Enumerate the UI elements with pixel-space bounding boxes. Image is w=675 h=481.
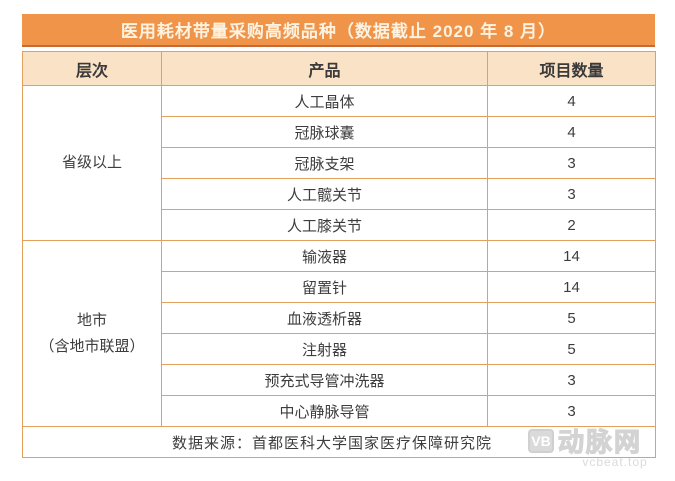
product-cell: 冠脉球囊	[161, 116, 488, 148]
product-cell: 中心静脉导管	[161, 395, 488, 427]
col-header-product: 产品	[161, 51, 488, 86]
count-cell: 3	[487, 364, 656, 396]
table-row: 注射器 5	[23, 333, 656, 365]
table-row: 血液透析器 5	[23, 302, 656, 334]
count-cell: 2	[487, 209, 656, 241]
col-header-level: 层次	[22, 51, 162, 86]
product-cell: 人工髋关节	[161, 178, 488, 210]
table-row: 人工膝关节 2	[23, 209, 656, 241]
product-cell: 人工膝关节	[161, 209, 488, 241]
footer-source: 数据来源：首都医科大学国家医疗保障研究院	[22, 426, 656, 458]
page-title: 医用耗材带量采购高频品种（数据截止 2020 年 8 月）	[22, 14, 655, 47]
title-header-gap	[22, 47, 655, 51]
count-cell: 4	[487, 85, 656, 117]
header-row: 层次 产品 项目数量	[22, 51, 656, 86]
page-title-text: 医用耗材带量采购高频品种（数据截止 2020 年 8 月）	[120, 22, 557, 41]
product-cell: 注射器	[161, 333, 488, 365]
count-cell: 4	[487, 116, 656, 148]
count-cell: 3	[487, 395, 656, 427]
product-cell: 血液透析器	[161, 302, 488, 334]
table-row: 省级以上 人工晶体 4	[22, 85, 656, 241]
table-row: 冠脉球囊 4	[23, 116, 656, 148]
procurement-table: 医用耗材带量采购高频品种（数据截止 2020 年 8 月） 层次 产品 项目数量…	[22, 14, 656, 458]
product-cell: 留置针	[161, 271, 488, 303]
count-cell: 5	[487, 302, 656, 334]
table-row: 预充式导管冲洗器 3	[23, 364, 656, 396]
table-row: 冠脉支架 3	[23, 147, 656, 179]
table-row: 地市 （含地市联盟） 输液器 14	[22, 240, 656, 427]
count-cell: 14	[487, 240, 656, 272]
table-row: 人工髋关节 3	[23, 178, 656, 210]
count-cell: 3	[487, 147, 656, 179]
product-cell: 预充式导管冲洗器	[161, 364, 488, 396]
product-cell: 输液器	[161, 240, 488, 272]
col-header-count: 项目数量	[487, 51, 656, 86]
level-cell: 省级以上	[22, 85, 162, 241]
footer-row: 数据来源：首都医科大学国家医疗保障研究院	[22, 426, 656, 458]
count-cell: 5	[487, 333, 656, 365]
table-row: 留置针 14	[23, 271, 656, 303]
product-cell: 冠脉支架	[161, 147, 488, 179]
product-cell: 人工晶体	[161, 85, 488, 117]
count-cell: 14	[487, 271, 656, 303]
level-cell: 地市 （含地市联盟）	[22, 240, 162, 427]
count-cell: 3	[487, 178, 656, 210]
data-table: 层次 产品 项目数量 省级以上 人工晶体 4 冠脉球囊 4 冠脉支架 3 人工髋关节 3 人工膝关…	[22, 51, 656, 458]
